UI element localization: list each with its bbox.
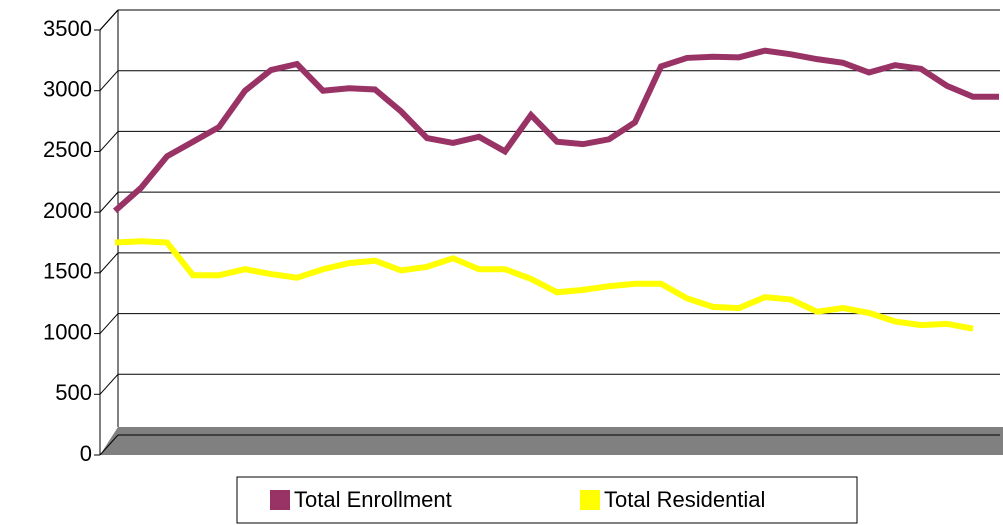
series-line (114, 238, 974, 332)
legend-swatch (580, 490, 600, 510)
y-tick-label: 3000 (43, 77, 92, 102)
y-tick-label: 3500 (43, 16, 92, 41)
grid-slant (99, 434, 119, 456)
grid-slant (99, 70, 119, 92)
y-tick-label: 0 (80, 441, 92, 466)
grid-slant (99, 313, 119, 334)
grid-slant (99, 9, 119, 31)
y-tick-label: 1500 (43, 259, 92, 284)
y-tick-label: 500 (55, 380, 92, 405)
legend (236, 476, 858, 524)
y-tick-label: 2000 (43, 198, 92, 223)
floor (100, 427, 1003, 455)
grid-slant (99, 252, 119, 274)
grid-slant (99, 191, 119, 213)
grid-slant (99, 131, 119, 152)
series-line (113, 47, 999, 214)
legend-swatch (270, 490, 290, 510)
legend-label: Total Enrollment (294, 487, 452, 512)
legend-label: Total Residential (604, 487, 765, 512)
grid-slant (99, 373, 119, 395)
y-tick-label: 1000 (43, 319, 92, 344)
y-tick-label: 2500 (43, 137, 92, 162)
